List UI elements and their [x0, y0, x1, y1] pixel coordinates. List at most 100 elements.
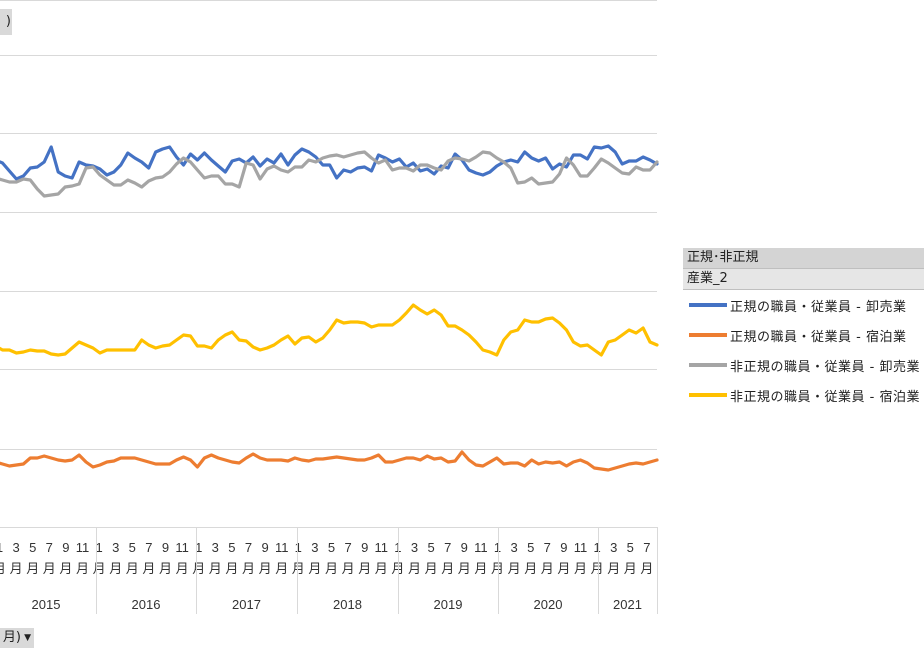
- tick-label-month-suffix: 月: [557, 561, 570, 576]
- year-label: 2015: [32, 597, 61, 612]
- tick-label-month-suffix: 月: [375, 561, 388, 576]
- tick-label-month: 3: [212, 540, 219, 555]
- tick-label-month: 3: [510, 540, 517, 555]
- tick-label-month: 3: [311, 540, 318, 555]
- tick-label-month: 7: [245, 540, 252, 555]
- tick-label-month: 3: [112, 540, 119, 555]
- tick-label-month: 9: [62, 540, 69, 555]
- tick-label-month: 9: [261, 540, 268, 555]
- tick-label-month-suffix: 月: [159, 561, 172, 576]
- tick-label-month-suffix: 月: [93, 561, 106, 576]
- chevron-down-icon[interactable]: ▼: [24, 633, 31, 643]
- tick-label-month: 5: [627, 540, 634, 555]
- legend-label: 非正規の職員・従業員 - 宿泊業: [730, 389, 920, 405]
- field-button-month-label: 月): [2, 630, 21, 645]
- tick-label-month: 7: [344, 540, 351, 555]
- legend-swatch: [689, 303, 727, 307]
- tick-label-month-suffix: 月: [192, 561, 205, 576]
- tick-label-month: 7: [643, 540, 650, 555]
- legend-item[interactable]: 非正規の職員・従業員 - 宿泊業: [683, 380, 924, 410]
- legend-label: 正規の職員・従業員 - 卸売業: [730, 299, 907, 315]
- legend-swatch: [689, 393, 727, 397]
- tick-label-month-suffix: 月: [607, 561, 620, 576]
- tick-label-month-suffix: 月: [624, 561, 637, 576]
- tick-label-month-suffix: 月: [640, 561, 653, 576]
- tick-label-month: 11: [474, 540, 488, 555]
- tick-label-month-suffix: 月: [342, 561, 355, 576]
- tick-label-month: 3: [12, 540, 19, 555]
- tick-label-month: 5: [29, 540, 36, 555]
- tick-label-month: 1: [394, 540, 401, 555]
- tick-label-month-suffix: 月: [541, 561, 554, 576]
- tick-label-month: 1: [0, 540, 3, 555]
- tick-label-month-suffix: 月: [209, 561, 222, 576]
- tick-label-month-suffix: 月: [109, 561, 122, 576]
- field-button-top[interactable]: ): [0, 9, 12, 35]
- tick-label-month-suffix: 月: [474, 561, 487, 576]
- tick-label-month: 5: [427, 540, 434, 555]
- tick-label-month: 11: [574, 540, 588, 555]
- tick-label-month-suffix: 月: [508, 561, 521, 576]
- tick-label-month-suffix: 月: [275, 561, 288, 576]
- legend-item[interactable]: 正規の職員・従業員 - 宿泊業: [683, 320, 924, 350]
- tick-label-month: 7: [145, 540, 152, 555]
- tick-label-month-suffix: 月: [458, 561, 471, 576]
- series-line: [0, 303, 659, 357]
- tick-label-month-suffix: 月: [425, 561, 438, 576]
- tick-label-month: 5: [228, 540, 235, 555]
- field-button-top-label: ): [5, 14, 11, 29]
- year-label: 2020: [534, 597, 563, 612]
- legend-label: 正規の職員・従業員 - 宿泊業: [730, 329, 907, 345]
- tick-label-month: 3: [610, 540, 617, 555]
- tick-label-month: 1: [295, 540, 302, 555]
- legend-item[interactable]: 非正規の職員・従業員 - 卸売業: [683, 350, 924, 380]
- legend: 正規･非正規 産業_2 正規の職員・従業員 - 卸売業 正規の職員・従業員 - 宿…: [683, 248, 924, 410]
- year-label: 2021: [613, 597, 642, 612]
- tick-label-month: 7: [544, 540, 551, 555]
- tick-label-month-suffix: 月: [225, 561, 238, 576]
- legend-field[interactable]: 産業_2: [683, 269, 924, 290]
- tick-label-month-suffix: 月: [591, 561, 604, 576]
- tick-label-month-suffix: 月: [491, 561, 504, 576]
- tick-label-month: 11: [175, 540, 189, 555]
- tick-label-month: 9: [361, 540, 368, 555]
- year-label: 2016: [132, 597, 161, 612]
- tick-label-month: 1: [593, 540, 600, 555]
- legend-header[interactable]: 正規･非正規: [683, 248, 924, 269]
- tick-label-month-suffix: 月: [524, 561, 537, 576]
- tick-label-month-suffix: 月: [308, 561, 321, 576]
- tick-label-month: 1: [494, 540, 501, 555]
- series-line: [0, 450, 659, 472]
- tick-label-month: 5: [328, 540, 335, 555]
- tick-label-month: 1: [95, 540, 102, 555]
- tick-label-month-suffix: 月: [358, 561, 371, 576]
- tick-label-month-suffix: 月: [10, 561, 23, 576]
- tick-label-month: 11: [76, 540, 90, 555]
- legend-label: 非正規の職員・従業員 - 卸売業: [730, 359, 920, 375]
- tick-label-month: 5: [527, 540, 534, 555]
- legend-swatch: [689, 363, 727, 367]
- tick-label-month: 7: [46, 540, 53, 555]
- tick-label-month-suffix: 月: [292, 561, 305, 576]
- tick-label-month: 5: [129, 540, 136, 555]
- series-line: [0, 150, 659, 198]
- legend-item[interactable]: 正規の職員・従業員 - 卸売業: [683, 290, 924, 320]
- tick-label-month-suffix: 月: [142, 561, 155, 576]
- tick-label-month-suffix: 月: [176, 561, 189, 576]
- legend-swatch: [689, 333, 727, 337]
- tick-label-month-suffix: 月: [59, 561, 72, 576]
- tick-label-month-suffix: 月: [259, 561, 272, 576]
- tick-label-month-suffix: 月: [76, 561, 89, 576]
- tick-label-month-suffix: 月: [242, 561, 255, 576]
- tick-label-month-suffix: 月: [441, 561, 454, 576]
- tick-label-month-suffix: 月: [43, 561, 56, 576]
- tick-label-month-suffix: 月: [0, 561, 6, 576]
- tick-label-month: 7: [444, 540, 451, 555]
- year-label: 2018: [333, 597, 362, 612]
- tick-label-month: 3: [411, 540, 418, 555]
- tick-label-month: 9: [162, 540, 169, 555]
- field-button-month[interactable]: 月) ▼: [0, 628, 34, 648]
- tick-label-month-suffix: 月: [26, 561, 39, 576]
- tick-label-month: 11: [375, 540, 389, 555]
